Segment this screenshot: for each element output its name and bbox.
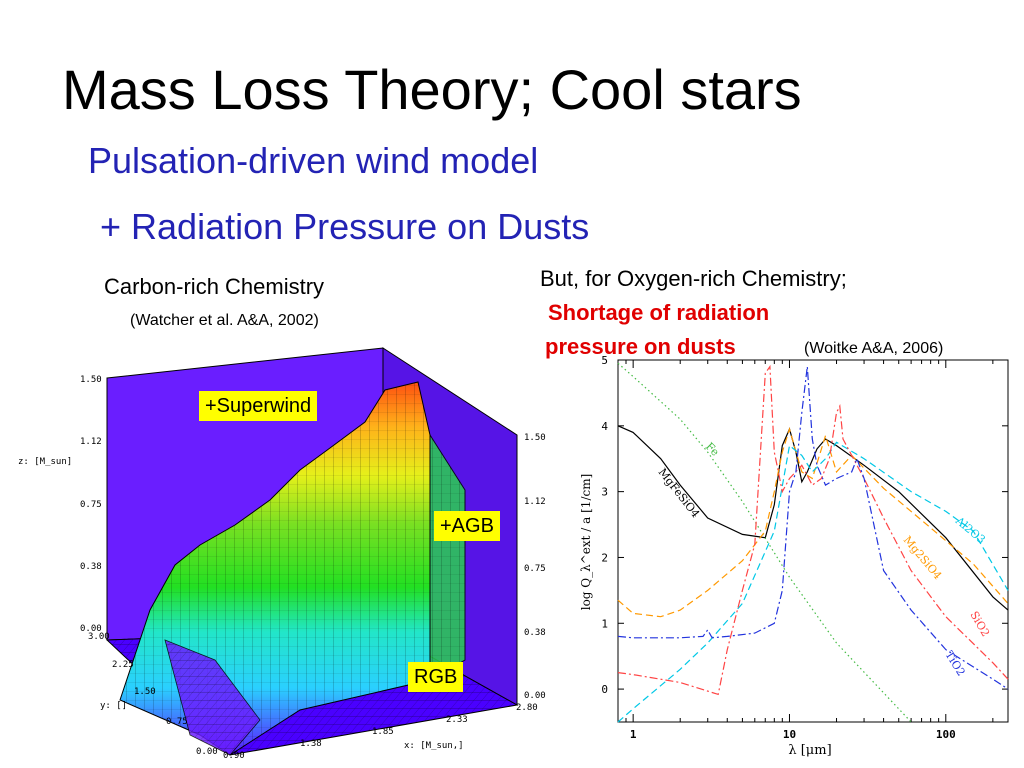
subtitle-radiation: + Radiation Pressure on Dusts [100, 206, 590, 247]
y-tick-label: 2 [601, 551, 608, 564]
chart-y-label: log Q_λ^ext / a [1/cm] [579, 474, 593, 611]
x-tick: 2.80 [516, 703, 538, 713]
z-tick-left: 0.38 [80, 562, 102, 572]
x-tick: 2.33 [446, 715, 468, 725]
z-tick-right: 0.00 [524, 691, 546, 701]
z-tick-right: 0.38 [524, 628, 546, 638]
y-tick-label: 1 [601, 617, 608, 630]
slide-title: Mass Loss Theory; Cool stars [62, 58, 802, 121]
surface-plot: z: [M_sun] 1.50 1.12 0.75 0.38 0.00 1.50… [18, 347, 546, 761]
y-tick: 1.50 [134, 687, 156, 697]
x-axis-label: x: [M_sun,] [404, 741, 464, 751]
carbon-citation: (Watcher et al. A&A, 2002) [130, 312, 319, 329]
superwind-tag: +Superwind [199, 391, 318, 421]
rgb-tag: RGB [408, 662, 464, 692]
y-tick-label: 3 [601, 486, 608, 499]
agb-tag: +AGB [434, 511, 500, 541]
series-line-sio2 [617, 364, 1009, 696]
series-line-fe [617, 362, 912, 723]
y-tick: 2.25 [112, 660, 134, 670]
x-tick-label: 1 [630, 728, 637, 741]
y-axis-label: y: [] [100, 701, 127, 711]
series-line-tio2 [617, 366, 1009, 690]
y-tick: 0.75 [166, 717, 188, 727]
oxygen-emphasis-line1: Shortage of radiation [548, 300, 770, 325]
y-tick-label: 0 [601, 683, 608, 696]
oxygen-citation: (Woitke A&A, 2006) [804, 340, 944, 357]
carbon-heading: Carbon-rich Chemistry [104, 274, 325, 299]
z-axis-label: z: [M_sun] [18, 457, 72, 467]
y-tick: 0.00 [196, 747, 218, 757]
oxygen-heading: But, for Oxygen-rich Chemistry; [540, 266, 847, 291]
y-tick: 3.00 [88, 632, 110, 642]
subtitle-pulsation: Pulsation-driven wind model [88, 140, 539, 181]
chart-frame [617, 359, 1009, 723]
x-tick-label: 100 [936, 728, 956, 741]
chart-x-label: λ [μm] [788, 743, 831, 758]
y-tick-label: 4 [601, 420, 608, 433]
x-tick: 0.90 [223, 751, 245, 761]
z-tick-left: 0.00 [80, 624, 102, 634]
x-tick: 1.38 [300, 739, 322, 749]
z-tick-left: 1.50 [80, 375, 102, 385]
x-tick-label: 10 [783, 728, 796, 741]
series-line-al2o3 [617, 441, 1009, 723]
z-tick-right: 1.12 [524, 497, 546, 507]
z-tick-left: 1.12 [80, 437, 102, 447]
series-line-mg2sio4 [617, 427, 1009, 618]
x-tick: 1.85 [372, 727, 394, 737]
y-tick-label: 5 [601, 354, 608, 367]
oxygen-emphasis-line2: pressure on dusts [545, 334, 736, 359]
z-tick-right: 0.75 [524, 564, 546, 574]
z-tick-right: 1.50 [524, 433, 546, 443]
z-tick-left: 0.75 [80, 500, 102, 510]
